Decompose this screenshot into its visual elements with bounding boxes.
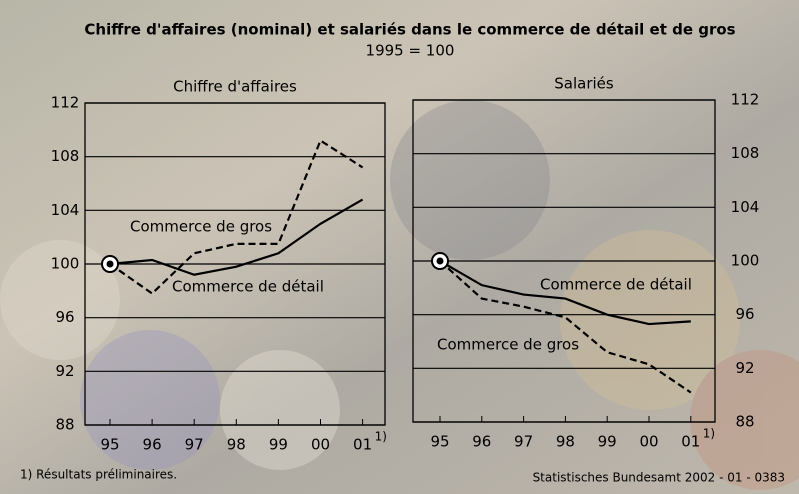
x-tick-label: 01 — [353, 436, 372, 454]
series-label: Commerce de gros — [130, 218, 272, 236]
y-tick-label: 100 — [731, 252, 760, 270]
category-note: 1) — [375, 430, 387, 444]
panel-title: Salariés — [554, 75, 614, 93]
y-tick-label: 92 — [735, 359, 754, 377]
y-tick-label: 100 — [51, 255, 80, 273]
x-tick-label: 95 — [430, 433, 449, 451]
series-line — [439, 260, 691, 326]
series-label: Commerce de gros — [437, 336, 579, 354]
x-tick-label: 95 — [100, 436, 119, 454]
subtitle: 1995 = 100 — [366, 42, 455, 60]
y-tick-label: 96 — [55, 308, 74, 326]
x-tick-label: 98 — [556, 433, 575, 451]
x-tick-label: 97 — [185, 436, 204, 454]
x-tick-label: 01 — [681, 433, 700, 451]
y-tick-label: 92 — [55, 362, 74, 380]
source: Statistisches Bundesamt 2002 - 01 - 0383 — [533, 471, 785, 485]
y-tick-label: 108 — [51, 147, 80, 165]
y-tick-label: 88 — [735, 413, 754, 431]
y-tick-label: 88 — [55, 416, 74, 434]
y-tick-label: 96 — [735, 305, 754, 323]
series-label: Commerce de détail — [172, 278, 324, 296]
footnote: 1) Résultats préliminaires. — [20, 468, 177, 482]
x-tick-label: 98 — [227, 436, 246, 454]
y-tick-label: 112 — [731, 91, 760, 109]
series-line — [109, 198, 364, 276]
series-line — [439, 260, 692, 394]
y-tick-label: 104 — [731, 198, 760, 216]
title: Chiffre d'affaires (nominal) et salariés… — [84, 21, 735, 39]
x-tick-label: 97 — [514, 433, 533, 451]
photo-texture — [0, 100, 799, 490]
y-tick-label: 112 — [51, 94, 80, 112]
x-tick-label: 99 — [598, 433, 617, 451]
panel-title: Chiffre d'affaires — [173, 78, 297, 96]
base-marker-dot — [436, 257, 444, 265]
x-tick-label: 00 — [639, 433, 658, 451]
base-marker-dot — [106, 260, 114, 268]
y-tick-label: 104 — [51, 201, 80, 219]
series-label: Commerce de détail — [540, 276, 692, 294]
x-tick-label: 96 — [472, 433, 491, 451]
x-tick-label: 99 — [269, 436, 288, 454]
category-note: 1) — [703, 427, 715, 441]
x-tick-label: 96 — [143, 436, 162, 454]
y-tick-label: 108 — [731, 144, 760, 162]
x-tick-label: 00 — [311, 436, 330, 454]
